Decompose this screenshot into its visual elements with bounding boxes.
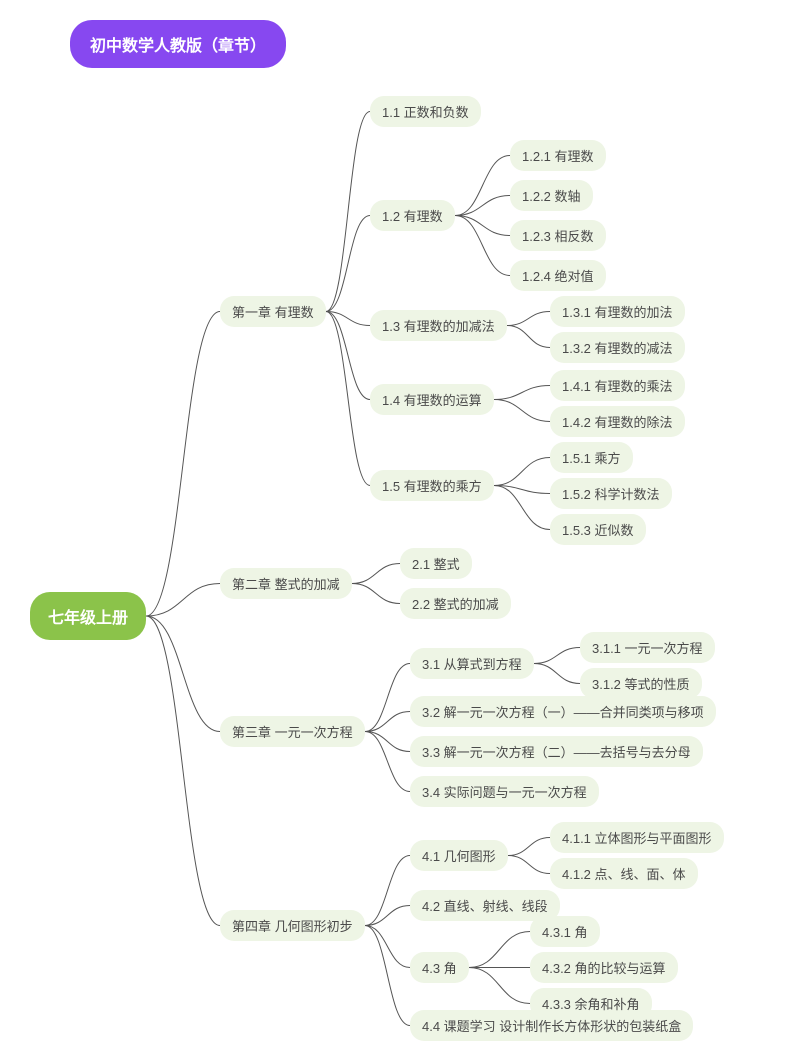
sub-node: 1.2.4 绝对值 — [510, 260, 606, 291]
sub-node: 1.4.1 有理数的乘法 — [550, 370, 685, 401]
sub-node: 1.2.3 相反数 — [510, 220, 606, 251]
section-node: 1.2 有理数 — [370, 200, 455, 231]
sub-node: 1.4.2 有理数的除法 — [550, 406, 685, 437]
sub-node: 1.2.2 数轴 — [510, 180, 593, 211]
sub-node: 4.1.2 点、线、面、体 — [550, 858, 698, 889]
sub-node: 4.3.2 角的比较与运算 — [530, 952, 678, 983]
chapter-node: 第一章 有理数 — [220, 296, 326, 327]
root-node: 七年级上册 — [30, 592, 146, 640]
section-node: 3.2 解一元一次方程（一）——合并同类项与移项 — [410, 696, 716, 727]
sub-node: 4.1.1 立体图形与平面图形 — [550, 822, 724, 853]
chapter-node: 第四章 几何图形初步 — [220, 910, 365, 941]
sub-node: 3.1.2 等式的性质 — [580, 668, 702, 699]
diagram-title: 初中数学人教版（章节） — [70, 20, 286, 68]
sub-node: 1.2.1 有理数 — [510, 140, 606, 171]
section-node: 1.1 正数和负数 — [370, 96, 481, 127]
section-node: 1.4 有理数的运算 — [370, 384, 494, 415]
section-node: 3.4 实际问题与一元一次方程 — [410, 776, 599, 807]
section-node: 2.1 整式 — [400, 548, 472, 579]
connector-layer — [0, 0, 794, 1058]
section-node: 3.3 解一元一次方程（二）——去括号与去分母 — [410, 736, 703, 767]
section-node: 1.3 有理数的加减法 — [370, 310, 507, 341]
sub-node: 3.1.1 一元一次方程 — [580, 632, 715, 663]
sub-node: 1.3.2 有理数的减法 — [550, 332, 685, 363]
sub-node: 1.5.3 近似数 — [550, 514, 646, 545]
section-node: 3.1 从算式到方程 — [410, 648, 534, 679]
section-node: 2.2 整式的加减 — [400, 588, 511, 619]
sub-node: 1.5.2 科学计数法 — [550, 478, 672, 509]
sub-node: 1.3.1 有理数的加法 — [550, 296, 685, 327]
chapter-node: 第二章 整式的加减 — [220, 568, 352, 599]
chapter-node: 第三章 一元一次方程 — [220, 716, 365, 747]
section-node: 1.5 有理数的乘方 — [370, 470, 494, 501]
sub-node: 1.5.1 乘方 — [550, 442, 633, 473]
section-node: 4.3 角 — [410, 952, 469, 983]
section-node: 4.1 几何图形 — [410, 840, 508, 871]
sub-node: 4.3.3 余角和补角 — [530, 988, 652, 1019]
sub-node: 4.3.1 角 — [530, 916, 600, 947]
